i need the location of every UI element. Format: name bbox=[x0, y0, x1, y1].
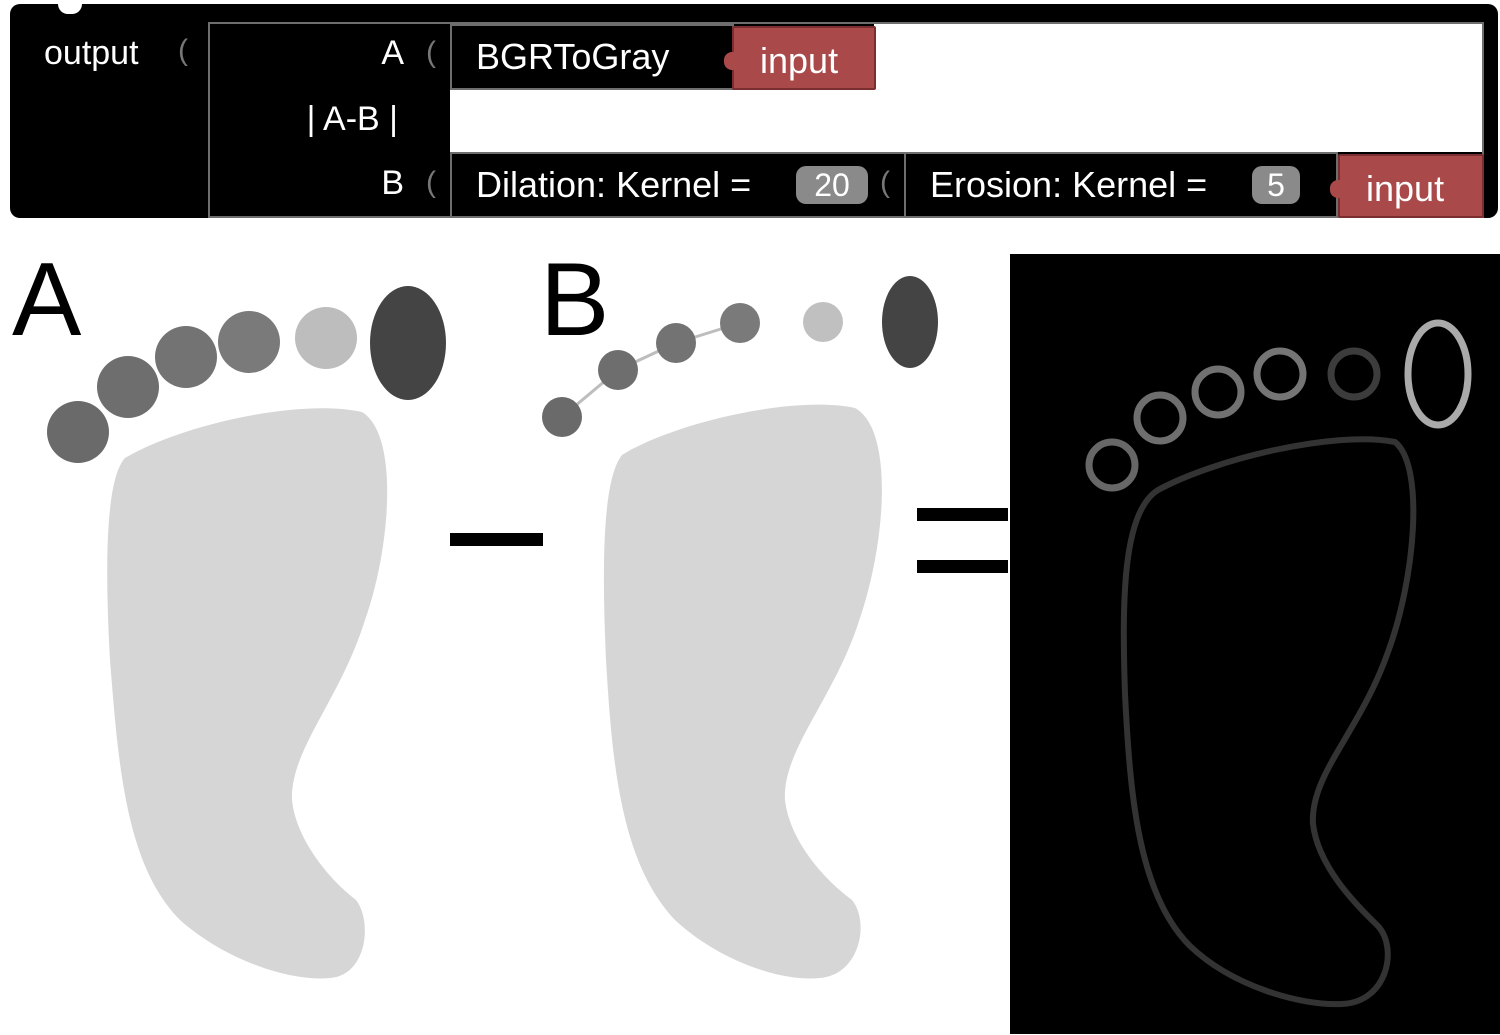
equals-sign-top bbox=[917, 508, 1008, 521]
toe-a-5 bbox=[295, 307, 357, 369]
label-b: B bbox=[540, 242, 610, 358]
result-sole-outline bbox=[1120, 436, 1417, 1008]
output-label: output bbox=[44, 34, 139, 72]
toe-b-2 bbox=[598, 350, 638, 390]
result-background bbox=[1010, 254, 1500, 1034]
erosion-kernel-field[interactable]: 5 bbox=[1252, 166, 1300, 204]
toe-a-6 bbox=[370, 286, 446, 400]
equals-sign-bottom bbox=[917, 560, 1008, 573]
absdiff-inner-frame: A ( | A-B | B ( BGRToGray input Dilation… bbox=[208, 22, 1484, 218]
foot-b-sole bbox=[603, 404, 882, 979]
toe-b-6 bbox=[882, 276, 938, 368]
input-label-a: input bbox=[760, 40, 839, 81]
absdiff-block[interactable]: output ( A ( | A-B | B ( BGRToGray input… bbox=[10, 4, 1498, 218]
toe-a-2 bbox=[97, 356, 159, 418]
input-connector-icon bbox=[1330, 180, 1344, 198]
empty-slot bbox=[450, 90, 1482, 152]
toe-a-4 bbox=[218, 311, 280, 373]
input-connector-icon bbox=[724, 52, 738, 70]
result-toe-2 bbox=[1133, 391, 1187, 445]
erosion-label: Erosion: Kernel = bbox=[930, 164, 1208, 205]
erosion-block[interactable]: Erosion: Kernel = 5 bbox=[904, 152, 1338, 218]
input-block-a[interactable]: input bbox=[724, 26, 876, 90]
toe-b-1 bbox=[542, 397, 582, 437]
foot-b-image bbox=[542, 276, 938, 979]
result-image bbox=[1010, 254, 1500, 1034]
minus-sign bbox=[450, 533, 543, 546]
toe-b-3 bbox=[656, 323, 696, 363]
row-b-label: B bbox=[381, 164, 404, 202]
bgr-to-gray-block[interactable]: BGRToGray bbox=[450, 24, 734, 90]
block-workspace: output ( A ( | A-B | B ( BGRToGray input… bbox=[0, 0, 1500, 222]
dilation-label: Dilation: Kernel = bbox=[476, 164, 752, 205]
block-notch bbox=[58, 4, 82, 14]
result-toe-6 bbox=[1404, 319, 1472, 429]
bgr-to-gray-label: BGRToGray bbox=[476, 36, 670, 77]
toe-b-5 bbox=[803, 302, 843, 342]
result-toe-4 bbox=[1253, 347, 1307, 401]
foot-a-image bbox=[47, 286, 446, 979]
dilation-block[interactable]: Dilation: Kernel = 20 ( bbox=[450, 152, 906, 218]
dilation-kernel-field[interactable]: 20 bbox=[796, 166, 868, 204]
input-block-b[interactable]: input bbox=[1330, 154, 1484, 218]
row-ab-label: | A-B | bbox=[306, 100, 398, 138]
empty-slot-a bbox=[874, 24, 1482, 90]
row-a-label: A bbox=[381, 34, 404, 72]
result-toe-3 bbox=[1191, 365, 1245, 419]
dilation-connector-icon: ( bbox=[880, 166, 890, 199]
output-connector-icon: ( bbox=[178, 34, 188, 67]
foot-a-sole bbox=[107, 408, 388, 979]
toe-a-1 bbox=[47, 401, 109, 463]
row-b-connector-icon: ( bbox=[426, 166, 436, 199]
row-a-connector-icon: ( bbox=[426, 36, 436, 69]
label-a: A bbox=[12, 242, 82, 358]
input-label-b: input bbox=[1366, 168, 1445, 209]
result-toe-5 bbox=[1327, 347, 1381, 401]
toe-a-3 bbox=[155, 326, 217, 388]
result-toe-1 bbox=[1085, 438, 1139, 492]
toe-b-4 bbox=[720, 303, 760, 343]
